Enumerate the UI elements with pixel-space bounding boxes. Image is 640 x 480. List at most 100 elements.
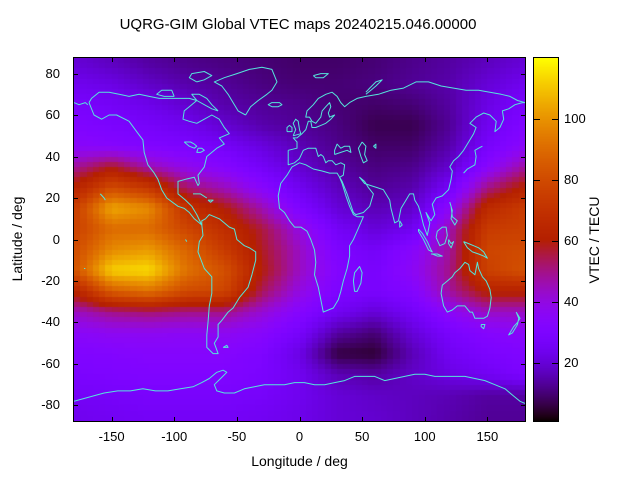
x-tick-mark: [174, 58, 175, 62]
coastline-victoria_island: [156, 89, 175, 97]
y-tick-label: 20: [45, 190, 60, 205]
coastline-sumatra: [418, 228, 433, 253]
colorbar-tick-mark: [552, 119, 558, 120]
coastline-new_guinea: [463, 241, 488, 259]
coastline-great_lakes_east: [196, 147, 205, 153]
y-tick-mark: [521, 281, 525, 282]
coastline-philippines: [449, 202, 458, 226]
y-tick-mark: [521, 322, 525, 323]
x-tick-mark: [362, 58, 363, 62]
y-tick-label: -20: [41, 272, 60, 288]
coastline-sulawesi: [448, 239, 455, 249]
x-tick-mark: [487, 417, 488, 421]
coastline-falklands: [222, 344, 229, 348]
coastline-svalbard: [312, 73, 329, 79]
colorbar-tick-mark: [534, 241, 540, 242]
y-tick-label: 0: [52, 231, 60, 247]
x-tick-label: -50: [227, 429, 247, 444]
coastline-aral_sea: [373, 143, 377, 149]
y-tick-label: 80: [45, 65, 60, 81]
y-tick-mark: [521, 240, 525, 241]
y-tick-mark: [74, 405, 78, 406]
y-tick-mark: [74, 322, 78, 323]
colorbar-tick-label: 80: [564, 172, 579, 187]
x-tick-label: 100: [413, 429, 436, 444]
coastline-chukotka_west: [74, 102, 89, 106]
y-tick-label: -40: [41, 314, 60, 330]
coastline-north_america: [88, 91, 230, 226]
colorbar-tick-label: 60: [564, 233, 579, 248]
colorbar-gradient: [534, 58, 558, 421]
coastline-australia: [440, 261, 492, 319]
coastline-eurasia: [287, 81, 525, 236]
coastline-greenland: [213, 66, 278, 116]
colorbar-tick-label: 100: [564, 111, 586, 126]
coastline-tasmania: [480, 324, 486, 330]
coastline-japan: [463, 145, 483, 174]
y-tick-mark: [74, 281, 78, 282]
coastline-galapagos: [185, 239, 188, 242]
y-tick-mark: [521, 157, 525, 158]
colorbar-tick-mark: [534, 302, 540, 303]
vtec-heatmap-canvas: [74, 58, 525, 421]
y-tick-label: 40: [45, 148, 60, 164]
x-tick-mark: [237, 58, 238, 62]
y-tick-label: 60: [45, 107, 60, 123]
map-plot-area: [73, 57, 526, 422]
colorbar-tick-mark: [534, 180, 540, 181]
x-axis-label: Longitude / deg: [251, 453, 348, 469]
x-tick-mark: [300, 417, 301, 421]
y-tick-mark: [521, 405, 525, 406]
coastline-ellesmere: [188, 71, 213, 83]
coastline-sri_lanka: [399, 220, 403, 228]
coastline-great_lakes_west: [183, 141, 198, 149]
x-tick-mark: [425, 58, 426, 62]
coastlines-overlay: [74, 66, 525, 404]
y-tick-mark: [74, 115, 78, 116]
colorbar-tick-mark: [534, 119, 540, 120]
colorbar-tick-mark: [552, 241, 558, 242]
coastline-hawaii: [99, 193, 106, 201]
colorbar-label: VTEC / TECU: [586, 196, 602, 284]
colorbar-tick-mark: [552, 363, 558, 364]
y-tick-label: -80: [41, 397, 60, 413]
x-tick-mark: [425, 417, 426, 421]
x-tick-label: 50: [354, 429, 370, 444]
coastline-iceland: [267, 102, 283, 108]
chart-title: UQRG-GIM Global VTEC maps 20240215.046.0…: [119, 16, 477, 33]
coastline-africa: [277, 162, 364, 313]
x-tick-mark: [237, 417, 238, 421]
colorbar-tick-mark: [552, 180, 558, 181]
coastline-hispaniola: [207, 199, 214, 203]
coastline-caspian_sea: [357, 141, 368, 164]
coastline-britain: [292, 118, 302, 137]
y-tick-mark: [74, 364, 78, 365]
x-tick-label: 150: [476, 429, 499, 444]
coastline-south_america: [197, 214, 257, 355]
coastline-baffin: [191, 93, 219, 112]
coastline-borneo: [435, 226, 448, 247]
x-tick-label: 0: [295, 429, 304, 444]
coastline-java: [431, 253, 443, 257]
x-tick-label: -150: [98, 429, 125, 444]
y-tick-mark: [521, 364, 525, 365]
y-tick-mark: [521, 74, 525, 75]
y-tick-mark: [521, 198, 525, 199]
y-tick-mark: [74, 240, 78, 241]
coastline-novaya_zemlya: [365, 79, 383, 95]
y-tick-mark: [521, 115, 525, 116]
y-tick-mark: [74, 157, 78, 158]
colorbar-tick-mark: [534, 363, 540, 364]
coastline-cuba: [193, 193, 208, 199]
y-tick-mark: [74, 198, 78, 199]
y-tick-label: -60: [41, 355, 60, 371]
x-tick-mark: [362, 417, 363, 421]
coastline-black_sea: [334, 143, 352, 155]
x-tick-label: -100: [161, 429, 188, 444]
x-tick-mark: [174, 417, 175, 421]
coastline-new_zealand: [508, 311, 521, 336]
x-tick-mark: [112, 58, 113, 62]
colorbar: [533, 57, 559, 422]
coastline-madagascar: [352, 266, 363, 292]
